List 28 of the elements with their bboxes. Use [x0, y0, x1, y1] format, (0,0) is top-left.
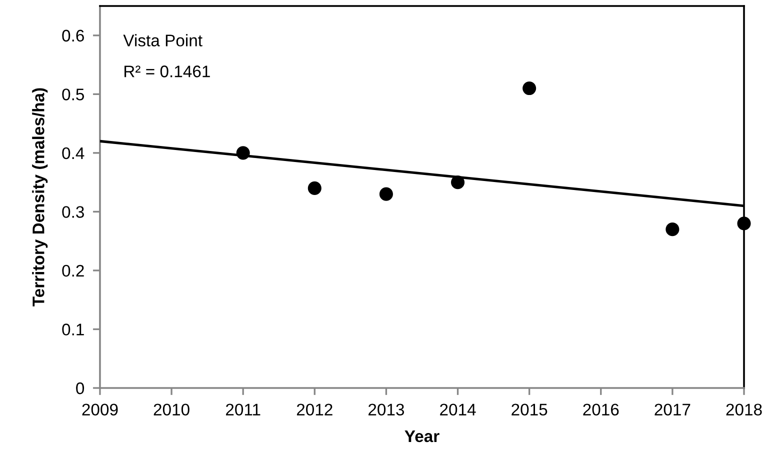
y-axis-title: Territory Density (males/ha): [32, 88, 48, 306]
y-tick-label: 0.3: [62, 206, 84, 218]
point: [451, 176, 465, 190]
y-tick-label: 0.6: [62, 30, 84, 42]
x-tick-label: 2016: [583, 404, 619, 416]
x-axis-title: Year: [404, 430, 440, 442]
annotation: R² = 0.1461: [124, 66, 210, 78]
x-tick-label: 2012: [296, 404, 332, 416]
point: [308, 181, 322, 195]
x-tick-label: 2018: [726, 404, 762, 416]
point: [666, 222, 680, 236]
y-tick-label: 0: [76, 382, 84, 394]
point: [236, 146, 250, 160]
y-tick-label: 0.4: [62, 147, 84, 160]
x-tick-label: 2014: [440, 404, 476, 416]
x-tick-label: 2010: [154, 404, 190, 416]
y-tick-label: 0.5: [62, 88, 84, 100]
point: [737, 216, 751, 230]
y-tick-label: 0.2: [62, 264, 84, 277]
x-tick-label: 2011: [226, 404, 260, 416]
x-tick-label: 2017: [654, 404, 690, 416]
x-tick-label: 2009: [82, 404, 118, 416]
annotation: Vista Point: [123, 34, 202, 46]
y-tick-label: 0.1: [62, 324, 84, 336]
point: [379, 187, 393, 201]
x-tick-label: 2015: [512, 404, 548, 416]
point: [522, 82, 536, 96]
x-tick-label: 2013: [368, 404, 404, 416]
